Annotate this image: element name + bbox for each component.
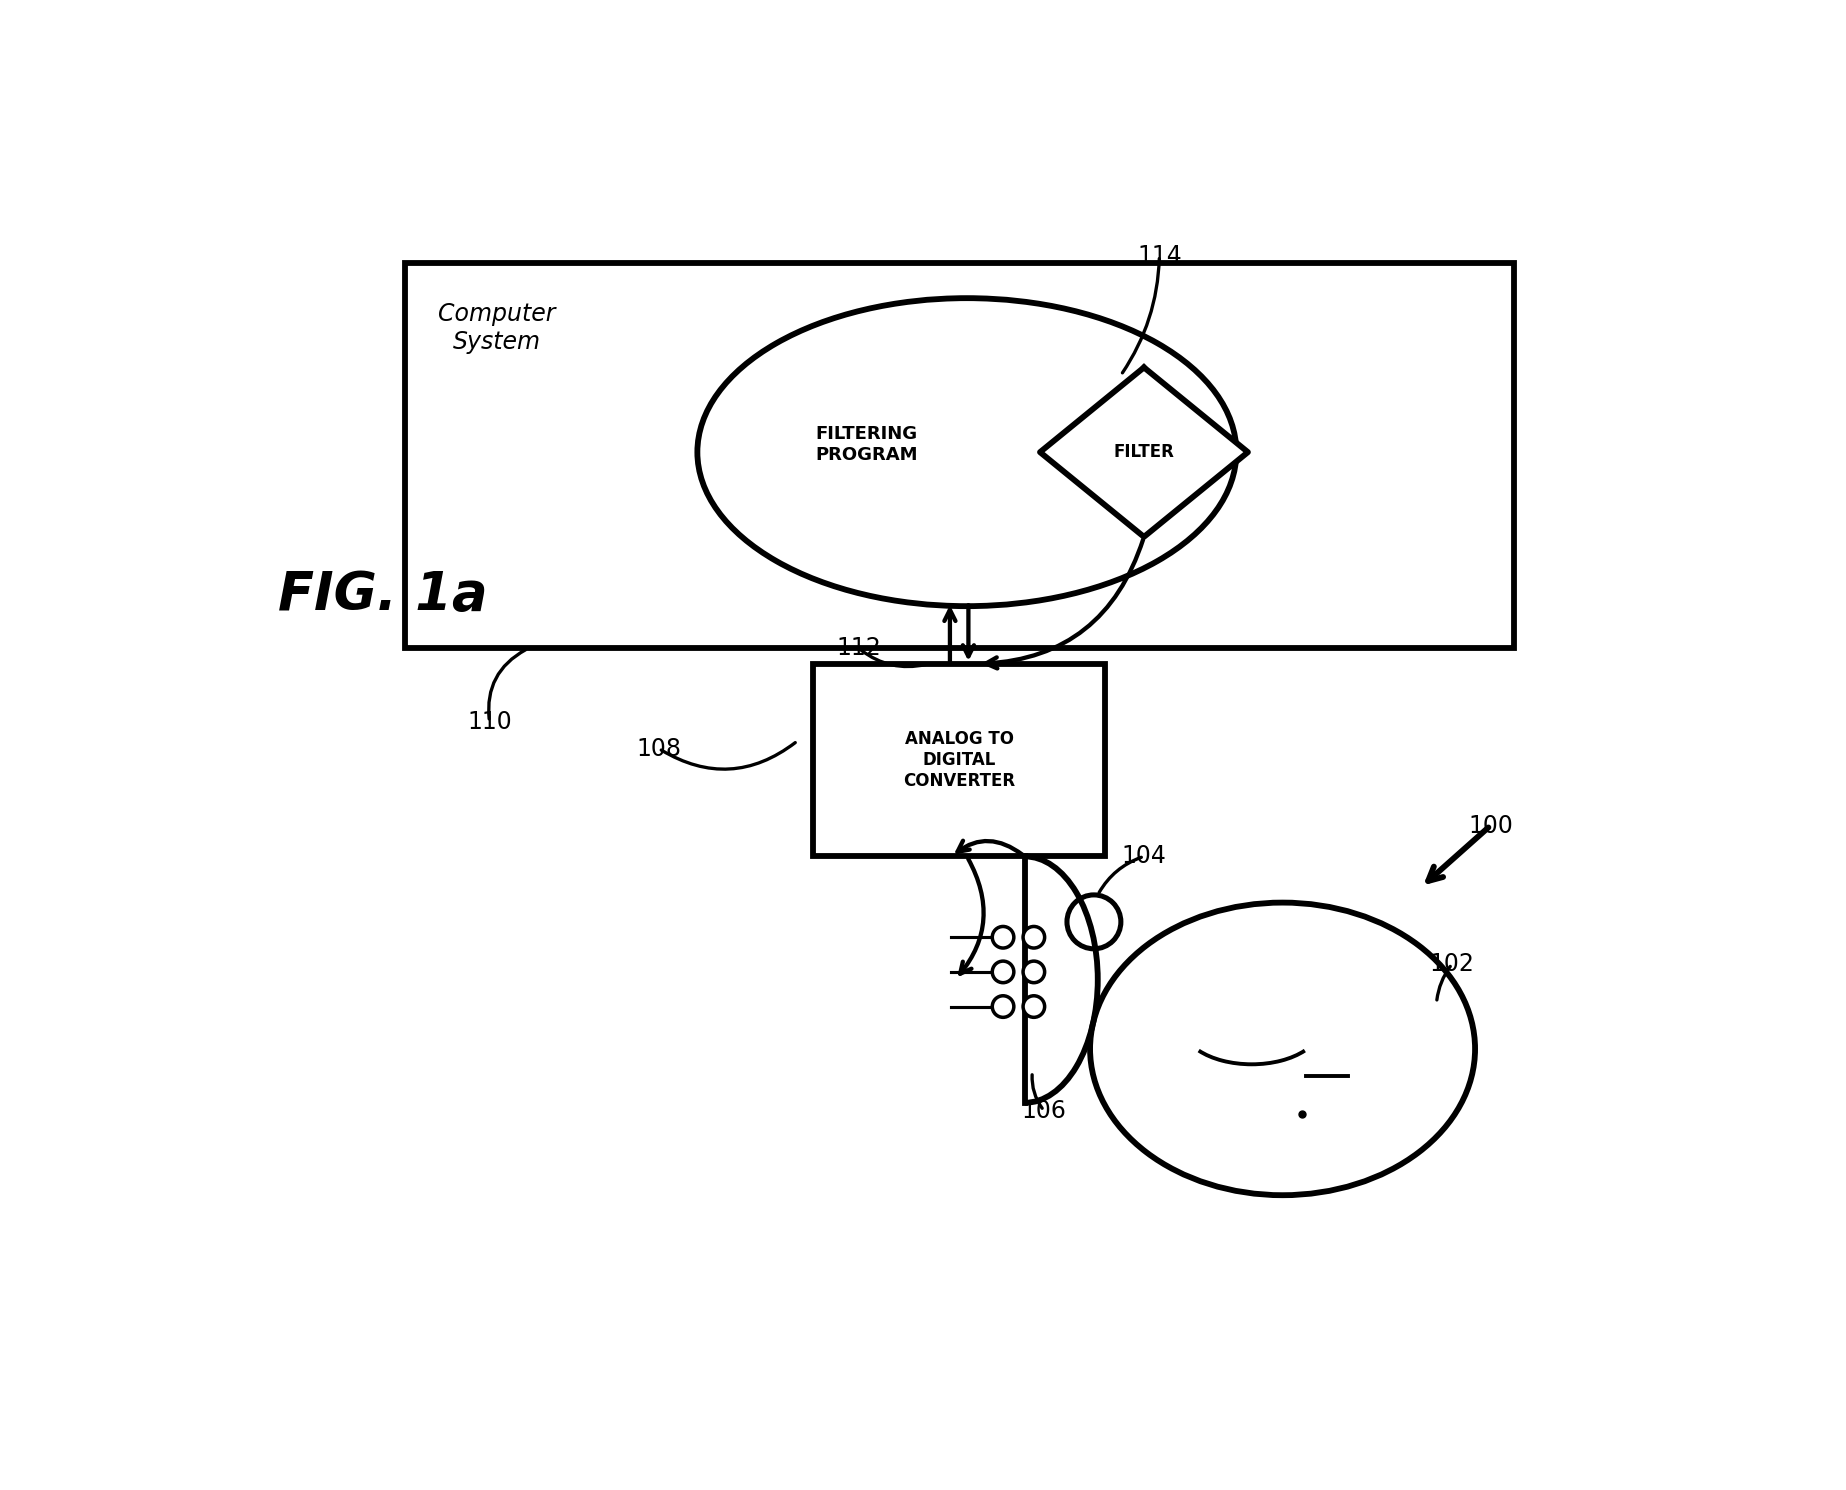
Text: 108: 108: [637, 736, 681, 760]
Polygon shape: [1039, 368, 1248, 536]
Text: 104: 104: [1122, 845, 1167, 869]
Bar: [404, 264, 1514, 648]
FancyArrowPatch shape: [958, 840, 1023, 855]
Text: 110: 110: [467, 709, 511, 733]
Text: 100: 100: [1468, 814, 1514, 837]
Ellipse shape: [1023, 995, 1045, 1018]
FancyArrowPatch shape: [986, 539, 1143, 669]
Text: ANALOG TO
DIGITAL
CONVERTER: ANALOG TO DIGITAL CONVERTER: [903, 730, 1015, 790]
Ellipse shape: [1023, 927, 1045, 948]
Text: FIG. 1a: FIG. 1a: [277, 569, 487, 621]
Text: FILTER: FILTER: [1113, 443, 1174, 460]
Text: 106: 106: [1021, 1098, 1067, 1122]
Text: 114: 114: [1137, 244, 1181, 268]
Text: 102: 102: [1429, 952, 1475, 976]
Ellipse shape: [993, 995, 1013, 1018]
Text: 112: 112: [836, 636, 881, 660]
Ellipse shape: [698, 298, 1237, 606]
Ellipse shape: [993, 927, 1013, 948]
Text: FILTERING
PROGRAM: FILTERING PROGRAM: [816, 425, 917, 463]
Ellipse shape: [1091, 903, 1475, 1195]
Ellipse shape: [1023, 961, 1045, 983]
Ellipse shape: [993, 961, 1013, 983]
FancyArrowPatch shape: [960, 858, 984, 974]
Ellipse shape: [1067, 895, 1121, 949]
Text: Computer
System: Computer System: [438, 302, 556, 353]
Bar: [812, 665, 1106, 857]
